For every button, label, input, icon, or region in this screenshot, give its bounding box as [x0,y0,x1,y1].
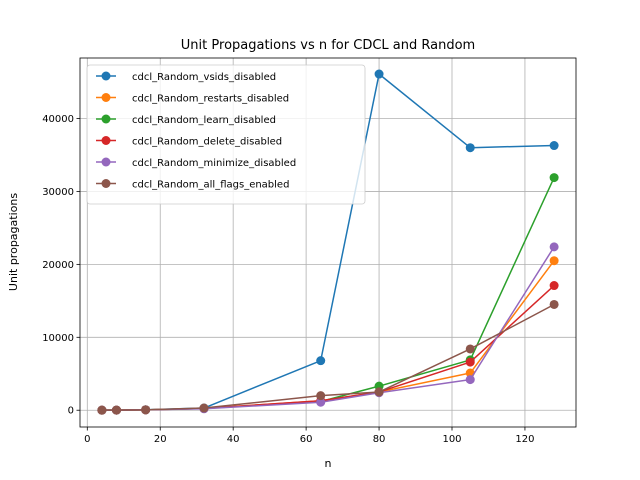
legend-swatch-marker [101,93,111,102]
data-point [549,173,559,183]
x-tick-label: 0 [84,434,90,445]
legend-item: cdcl_Random_all_flags_enabled [96,179,289,191]
legend-item: cdcl_Random_vsids_disabled [96,71,276,83]
legend-swatch-marker [101,114,111,124]
y-tick-label: 20000 [42,260,74,271]
y-tick-label: 10000 [42,333,74,344]
x-tick-label: 100 [442,434,461,445]
series-cdcl_Random_all_flags_enabled [97,299,559,415]
y-tick-label: 30000 [42,187,74,198]
legend-item: cdcl_Random_minimize_disabled [96,157,296,169]
legend-label: cdcl_Random_all_flags_enabled [132,180,289,191]
series-line [101,303,555,411]
legend-label: cdcl_Random_vsids_disabled [132,72,276,83]
data-point [465,357,475,367]
data-point [316,391,326,401]
data-point [316,356,326,366]
data-point [199,403,209,413]
data-point [97,405,107,415]
legend-swatch-marker [101,71,111,81]
data-point [549,299,559,309]
x-tick-label: 120 [515,434,534,445]
legend-label: cdcl_Random_learn_disabled [132,115,276,126]
data-point [374,387,384,397]
legend-swatch-marker [101,136,111,145]
data-point [111,405,121,415]
data-point [549,256,559,266]
y-tick-label: 0 [68,406,74,417]
legend-label: cdcl_Random_minimize_disabled [132,158,296,169]
x-tick-label: 80 [373,434,386,445]
x-tick-label: 60 [300,434,313,445]
data-point [465,375,475,385]
legend: cdcl_Random_vsids_disabled cdcl_Random_re… [86,64,366,205]
plot-frame [79,57,577,428]
legend-swatch-marker [101,157,111,167]
y-tick-label: 40000 [42,114,74,125]
legend-box [86,64,366,205]
y-axis-label: Unit propagations [7,193,20,291]
data-point [374,69,384,79]
data-point [465,344,475,354]
legend-label: cdcl_Random_delete_disabled [132,137,282,148]
legend-label: cdcl_Random_restarts_disabled [132,94,289,105]
data-point [465,143,475,153]
legend-item: cdcl_Random_delete_disabled [96,136,282,148]
data-point [141,405,151,415]
data-point [549,242,559,252]
x-tick-label: 20 [154,434,167,445]
data-point [316,397,326,407]
chart-title: Unit Propagations vs n for CDCL and Rand… [181,38,475,53]
legend-swatch-marker [101,179,111,188]
legend-item: cdcl_Random_learn_disabled [96,114,276,126]
x-tick-label: 40 [227,434,240,445]
ticks: 0 20 40 60 80 100 120 0 10000 20000 30000 40000 [42,114,534,445]
data-point [549,281,559,291]
legend-item: cdcl_Random_restarts_disabled [96,93,289,105]
data-point [549,141,559,151]
series-layer [97,69,559,415]
x-axis-label: n [325,457,332,470]
